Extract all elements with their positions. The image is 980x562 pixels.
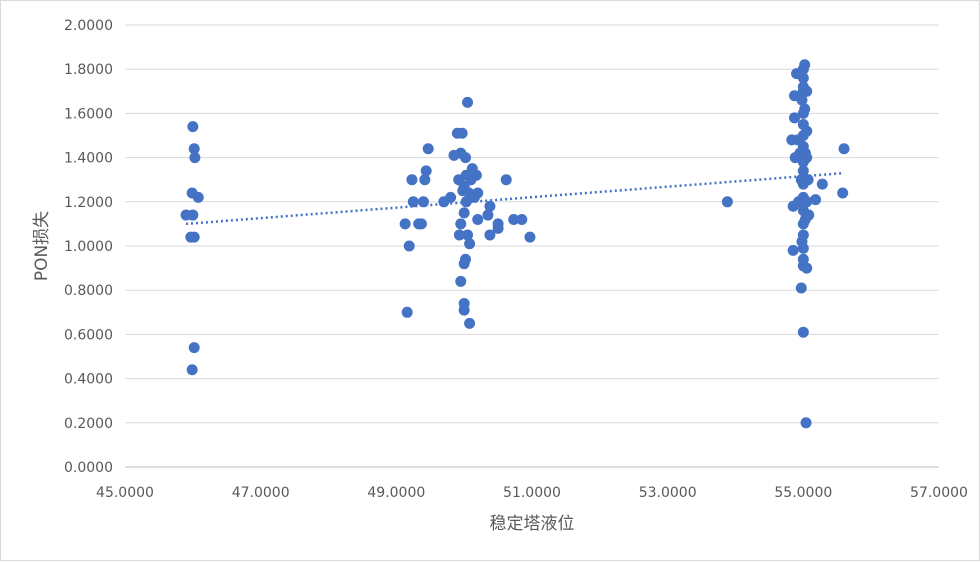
y-tick-label: 1.8000 — [64, 62, 113, 78]
data-point — [399, 218, 411, 230]
data-point — [460, 152, 472, 164]
data-point — [458, 207, 470, 219]
data-point — [800, 417, 812, 429]
data-point — [799, 103, 811, 115]
data-point — [482, 209, 494, 221]
data-point — [787, 244, 799, 256]
data-point — [470, 169, 482, 181]
x-tick-label: 49.0000 — [367, 485, 425, 501]
data-point — [801, 125, 813, 137]
data-point — [464, 238, 476, 250]
data-point — [803, 209, 815, 221]
data-point — [837, 187, 849, 199]
y-tick-label: 0.8000 — [64, 283, 113, 299]
x-tick-label: 55.0000 — [774, 485, 832, 501]
data-point — [721, 196, 733, 208]
data-point — [422, 143, 434, 155]
data-point — [484, 229, 496, 241]
y-axis-title: PON损失 — [32, 211, 52, 281]
data-point — [801, 152, 813, 164]
data-point — [838, 143, 850, 155]
data-points — [180, 59, 850, 429]
data-point — [797, 229, 809, 241]
x-tick-label: 47.0000 — [232, 485, 290, 501]
data-point — [458, 258, 470, 270]
data-point — [797, 72, 809, 84]
data-point — [816, 178, 828, 190]
data-point — [801, 262, 813, 274]
y-tick-label: 0.4000 — [64, 372, 113, 388]
data-point — [797, 242, 809, 254]
x-tick-label: 51.0000 — [503, 485, 561, 501]
x-tick-label: 57.0000 — [910, 485, 968, 501]
data-point — [406, 174, 418, 186]
data-point — [810, 194, 822, 206]
data-point — [186, 364, 198, 376]
data-point — [492, 218, 504, 230]
y-tick-label: 0.6000 — [64, 327, 113, 343]
data-point — [445, 191, 457, 203]
x-axis-title: 稳定塔液位 — [490, 514, 575, 534]
data-point — [797, 326, 809, 338]
data-point — [458, 304, 470, 316]
data-point — [801, 196, 813, 208]
data-point — [524, 231, 536, 243]
y-tick-label: 0.0000 — [64, 460, 113, 476]
gridlines — [125, 24, 939, 468]
data-point — [508, 213, 520, 225]
data-point — [799, 59, 811, 71]
data-point — [462, 96, 474, 108]
y-tick-label: 2.0000 — [64, 18, 113, 34]
y-tick-label: 1.6000 — [64, 106, 113, 122]
x-axis-ticks: 45.0000 47.0000 49.0000 51.0000 53.0000 55.00… — [96, 485, 968, 501]
data-point — [516, 213, 528, 225]
data-point — [401, 306, 413, 318]
data-point — [187, 121, 199, 133]
data-point — [188, 143, 200, 155]
y-tick-label: 1.4000 — [64, 151, 113, 167]
data-point — [472, 213, 484, 225]
data-point — [460, 169, 472, 181]
data-point — [188, 231, 200, 243]
data-point — [403, 240, 415, 252]
data-point — [500, 174, 512, 186]
x-tick-label: 53.0000 — [639, 485, 697, 501]
data-point — [796, 94, 808, 106]
data-point — [464, 317, 476, 329]
data-point — [188, 342, 200, 354]
y-axis-ticks: 0.0000 0.2000 0.4000 0.6000 0.8000 1.0000 1.20… — [64, 18, 113, 476]
x-tick-label: 45.0000 — [96, 485, 154, 501]
data-point — [187, 209, 199, 221]
data-point — [455, 275, 467, 287]
y-tick-label: 1.2000 — [64, 195, 113, 211]
data-point — [456, 127, 468, 139]
data-point — [472, 187, 484, 199]
data-point — [801, 85, 813, 97]
data-point — [189, 152, 201, 164]
data-point — [420, 165, 432, 177]
data-point — [192, 191, 204, 203]
data-point — [415, 218, 427, 230]
data-point — [407, 196, 419, 208]
y-tick-label: 0.2000 — [64, 416, 113, 432]
data-point — [419, 174, 431, 186]
data-point — [455, 218, 467, 230]
data-point — [484, 200, 496, 212]
data-point — [789, 112, 801, 124]
y-tick-label: 1.0000 — [64, 239, 113, 255]
data-point — [462, 229, 474, 241]
data-point — [795, 282, 807, 294]
data-point — [453, 229, 465, 241]
data-point — [797, 165, 809, 177]
